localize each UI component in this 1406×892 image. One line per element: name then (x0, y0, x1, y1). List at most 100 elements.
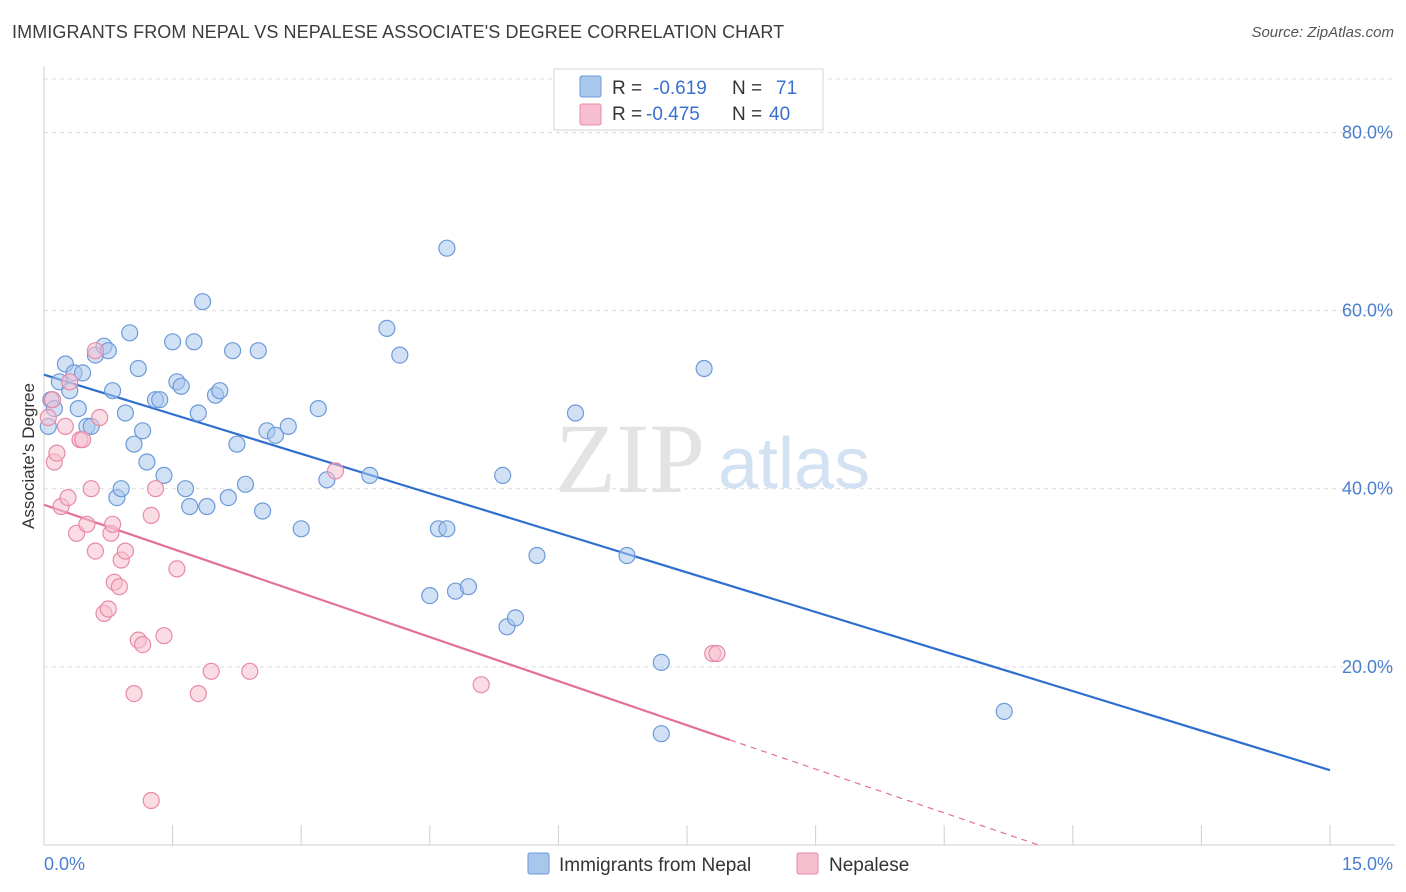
axes: 0.0% 15.0% (43, 66, 1395, 874)
point-nepalese (134, 635, 152, 654)
point-nepalese (78, 515, 96, 533)
point-nepal-immigrants (652, 725, 670, 743)
point-nepalese (39, 408, 57, 427)
point-nepal-immigrants (995, 702, 1013, 721)
point-nepal-immigrants (176, 480, 195, 498)
point-nepal-immigrants (236, 475, 255, 493)
point-nepal-immigrants (279, 417, 297, 435)
y-tick-label: 20.0% (1342, 657, 1393, 677)
point-nepal-immigrants (652, 653, 670, 672)
point-nepalese (86, 342, 105, 360)
point-nepal-immigrants (198, 497, 216, 516)
bottom-legend-swatch-pink (796, 852, 819, 875)
legend-swatch-blue (579, 75, 602, 98)
point-nepal-immigrants (219, 489, 237, 507)
chart-title: IMMIGRANTS FROM NEPAL VS NEPALESE ASSOCI… (12, 22, 785, 42)
point-nepalese (189, 684, 207, 703)
point-nepal-immigrants (116, 404, 135, 422)
point-nepal-immigrants (566, 404, 585, 422)
point-nepal-immigrants (134, 422, 152, 440)
watermark: ZIP atlas (555, 403, 870, 514)
point-nepal-immigrants (438, 520, 456, 538)
point-nepalese (708, 644, 726, 663)
trend-line-nepalese (43, 503, 731, 741)
point-nepalese (103, 515, 122, 533)
point-nepalese (48, 444, 66, 462)
y-tick-label: 60.0% (1342, 301, 1393, 321)
legend-r-value-2: -0.475 (646, 104, 700, 125)
point-nepalese (125, 684, 143, 703)
bottom-legend-label-1: Immigrants from Nepal (559, 855, 751, 876)
point-nepalese (472, 676, 490, 694)
y-axis-label: Associate's Degree (19, 383, 38, 529)
point-nepal-immigrants (528, 546, 546, 565)
point-nepalese (99, 600, 117, 618)
source-label: Source: ZipAtlas.com (1251, 24, 1394, 41)
point-nepal-immigrants (378, 319, 396, 337)
point-nepalese (116, 542, 135, 560)
point-nepal-immigrants (266, 426, 285, 444)
point-nepal-immigrants (125, 435, 143, 453)
point-nepal-immigrants (194, 293, 212, 311)
point-nepalese (82, 480, 100, 498)
x-tick-label-min: 0.0% (44, 854, 85, 874)
point-nepal-immigrants (506, 609, 525, 627)
trend-lines (43, 373, 1331, 846)
point-nepal-immigrants (249, 342, 267, 360)
point-nepal-immigrants (189, 404, 207, 422)
point-nepalese (146, 480, 165, 498)
x-tick-label-max: 15.0% (1342, 854, 1393, 874)
legend-r-label-2: R = (612, 104, 642, 125)
legend-n-label-2: N = (732, 104, 762, 125)
point-nepal-immigrants (421, 586, 439, 605)
point-nepalese (326, 462, 345, 480)
watermark-atlas: atlas (718, 424, 870, 504)
y-tick-label: 40.0% (1342, 479, 1393, 499)
point-nepal-immigrants (224, 342, 242, 360)
point-nepalese (43, 391, 62, 409)
legend-n-label-1: N = (732, 78, 762, 99)
point-nepal-immigrants (254, 502, 272, 520)
point-nepal-immigrants (121, 324, 139, 342)
point-nepal-immigrants (73, 364, 92, 382)
point-nepalese (168, 560, 186, 578)
point-nepal-immigrants (164, 333, 182, 351)
watermark-zip: ZIP (555, 403, 705, 514)
point-nepalese (110, 578, 129, 596)
point-nepal-immigrants (129, 359, 147, 378)
data-points (39, 239, 1013, 810)
trend-line-nepal-immigrants (43, 373, 1331, 772)
point-nepal-immigrants (185, 333, 203, 351)
bottom-legend: Immigrants from Nepal Nepalese (527, 852, 909, 876)
point-nepalese (56, 417, 75, 435)
point-nepal-immigrants (494, 466, 512, 484)
point-nepal-immigrants (292, 520, 310, 538)
bottom-legend-label-2: Nepalese (829, 855, 909, 876)
point-nepal-immigrants (228, 435, 246, 453)
point-nepal-immigrants (151, 391, 169, 409)
point-nepalese (73, 431, 92, 449)
point-nepal-immigrants (211, 382, 229, 400)
trend-line-nepalese-extension (729, 739, 1039, 846)
point-nepalese (61, 373, 79, 391)
point-nepal-immigrants (155, 466, 173, 484)
gridlines: 20.0% 40.0% 60.0% 80.0% (44, 78, 1395, 677)
point-nepal-immigrants (181, 497, 199, 516)
point-nepal-immigrants (438, 239, 456, 257)
point-nepalese (86, 542, 105, 560)
point-nepal-immigrants (695, 359, 713, 378)
point-nepalese (241, 662, 259, 680)
bottom-legend-swatch-blue (527, 852, 550, 875)
point-nepal-immigrants (172, 377, 190, 395)
point-nepal-immigrants (618, 546, 636, 565)
legend-box: R = -0.619 N = 71 R = -0.475 N = 40 (553, 68, 824, 131)
point-nepal-immigrants (138, 453, 156, 471)
point-nepalese (91, 408, 109, 427)
point-nepal-immigrants (112, 480, 130, 498)
legend-r-label-1: R = (612, 78, 642, 99)
legend-n-value-1: 71 (776, 78, 797, 99)
point-nepalese (59, 489, 77, 507)
point-nepal-immigrants (391, 346, 409, 364)
point-nepalese (155, 627, 173, 645)
